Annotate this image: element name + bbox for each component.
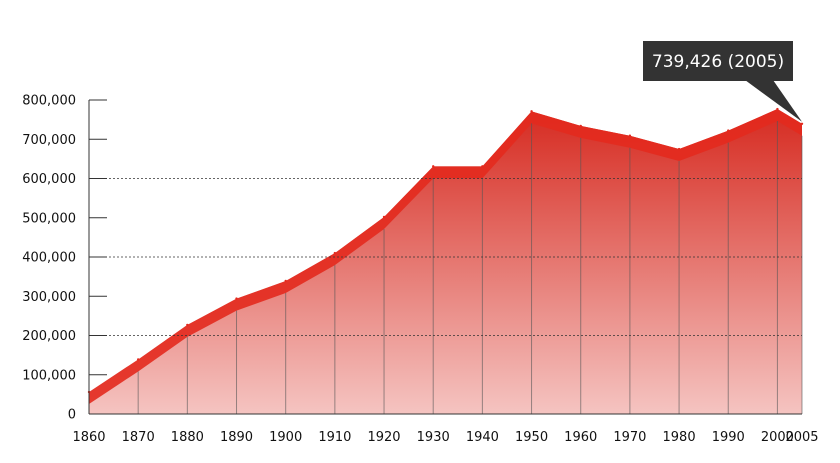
x-tick-label: 1900	[269, 430, 302, 445]
y-tick-label: 100,000	[22, 368, 76, 383]
y-tick-label: 500,000	[22, 211, 76, 226]
callout-layer: 739,426 (2005)	[643, 41, 802, 122]
callout-box	[643, 41, 793, 81]
data-point-1900	[284, 279, 287, 283]
x-tick-label: 1870	[122, 430, 155, 445]
y-tick-label: 600,000	[22, 172, 76, 187]
x-tick-label: 1970	[613, 430, 646, 445]
x-tick-label: 2005	[785, 430, 818, 445]
y-tick-label: 200,000	[22, 329, 76, 344]
y-tick-label: 700,000	[22, 133, 76, 148]
x-tick-label: 1940	[466, 430, 499, 445]
data-point-1880	[186, 323, 189, 327]
x-tick-label: 1920	[367, 430, 400, 445]
data-point-1970	[628, 134, 632, 137]
grid-layer	[88, 121, 803, 414]
area-top-band	[89, 109, 802, 405]
x-tick-label: 1990	[712, 430, 745, 445]
data-point-1910	[333, 251, 337, 255]
data-point-1920	[382, 215, 386, 219]
area-layer	[87, 107, 804, 414]
callout-pointer	[745, 80, 802, 122]
data-point-1890	[235, 297, 238, 300]
data-point-1870	[136, 358, 140, 361]
data-point-1980	[677, 147, 681, 151]
data-point-2000	[776, 107, 779, 111]
callout-label: 739,426 (2005)	[652, 52, 784, 72]
y-tick-label: 300,000	[22, 290, 76, 305]
y-tick-label: 800,000	[22, 94, 76, 109]
area-fill	[89, 109, 802, 414]
x-tick-label: 1960	[564, 430, 597, 445]
y-tick-label: 0	[68, 408, 76, 423]
data-point-1990	[727, 129, 730, 132]
axes-layer: 0 100,000 200,000 300,000 400,000 500,000 600,…	[22, 94, 818, 446]
x-tick-label: 1860	[72, 430, 105, 445]
x-tick-label: 1880	[171, 430, 204, 445]
y-tick-label: 400,000	[22, 251, 76, 266]
data-point-1930	[432, 165, 435, 168]
x-tick-label: 2000	[761, 430, 794, 445]
data-point-2005	[800, 122, 804, 125]
data-point-1940	[481, 165, 484, 168]
x-tick-label: 1890	[220, 430, 253, 445]
x-tick-label: 1930	[417, 430, 450, 445]
x-tick-label: 1950	[515, 430, 548, 445]
x-tick-label: 1980	[663, 430, 696, 445]
data-point-1950	[530, 110, 533, 113]
data-point-1960	[579, 124, 582, 128]
x-tick-label: 1910	[318, 430, 351, 445]
